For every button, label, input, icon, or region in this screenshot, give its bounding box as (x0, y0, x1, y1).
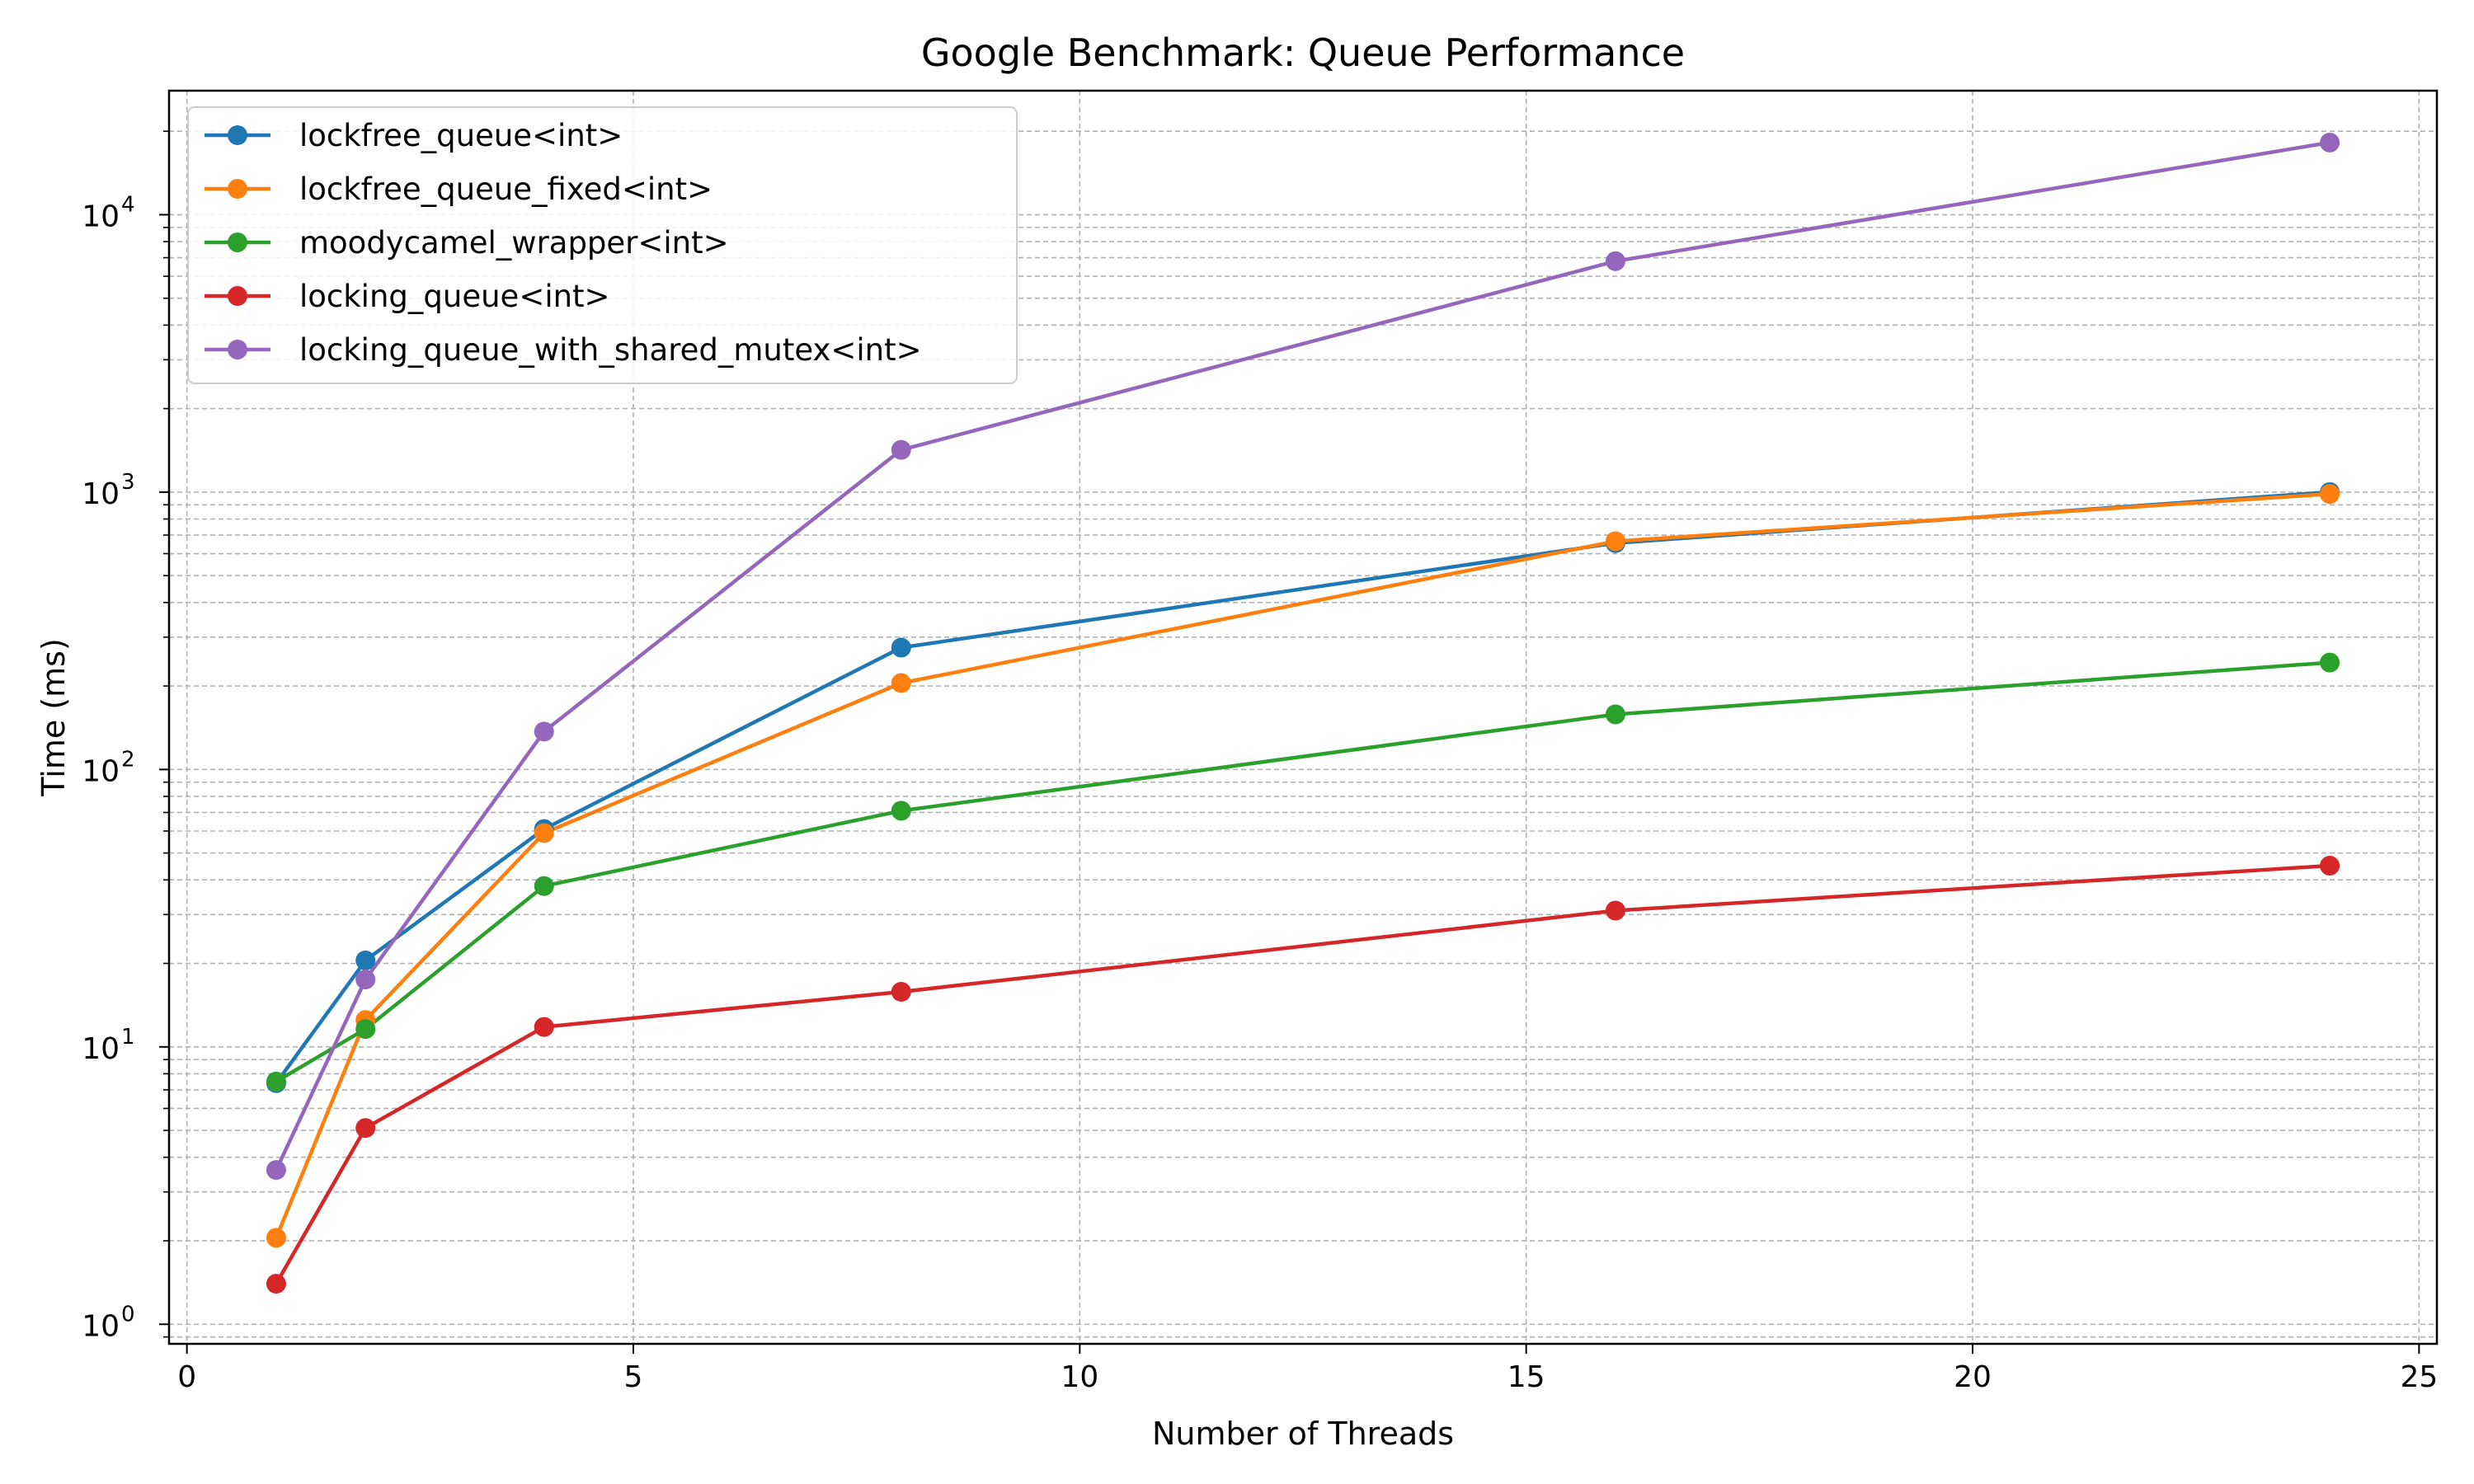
data-point (1605, 900, 1625, 921)
y-tick-label: 10 (82, 1309, 120, 1343)
y-tick-label: 10 (82, 200, 120, 233)
legend-label: locking_queue<int> (299, 279, 610, 314)
y-tick-label: 10 (82, 1032, 120, 1066)
data-point (891, 981, 911, 1002)
data-point (1605, 704, 1625, 725)
y-tick-label: 10 (82, 477, 120, 511)
x-tick-label: 20 (1954, 1360, 1992, 1394)
series-line (275, 490, 2331, 1085)
data-point (534, 876, 554, 896)
data-point (2320, 484, 2340, 505)
data-point (891, 673, 911, 693)
data-point (2320, 652, 2340, 673)
y-tick-label-exponent: 3 (121, 470, 135, 495)
x-tick-label: 5 (624, 1360, 643, 1394)
legend-box (187, 106, 1018, 384)
y-tick-label-exponent: 4 (121, 192, 135, 217)
series-line (274, 140, 2331, 1172)
data-point (534, 1017, 554, 1037)
data-point (1605, 251, 1625, 271)
legend-label: moodycamel_wrapper<int> (299, 225, 729, 261)
grid-lines (169, 91, 2437, 1344)
legend-marker (228, 179, 247, 199)
series-line (274, 491, 2331, 1239)
x-tick-label: 25 (2400, 1360, 2438, 1394)
data-point (891, 637, 911, 658)
data-point (2320, 132, 2340, 153)
legend-marker (228, 340, 247, 359)
y-tick-label-exponent: 0 (121, 1302, 135, 1327)
chart-title: Google Benchmark: Queue Performance (921, 31, 1685, 75)
series-line (274, 863, 2331, 1285)
data-point (266, 1228, 286, 1248)
legend-label: lockfree_queue<int> (299, 118, 623, 153)
series-lines (274, 140, 2331, 1285)
series-markers (266, 132, 2340, 1294)
data-point (355, 950, 376, 970)
data-point (266, 1160, 286, 1181)
legend-label: locking_queue_with_shared_mutex<int> (299, 332, 922, 368)
x-axis-label: Number of Threads (1152, 1416, 1454, 1452)
data-point (266, 1071, 286, 1092)
y-tick-label-exponent: 1 (121, 1025, 135, 1050)
data-point (355, 1019, 376, 1040)
legend-marker (228, 232, 247, 252)
y-axis-label: Time (ms) (35, 638, 72, 797)
data-point (355, 970, 376, 990)
plot-frame (167, 89, 2439, 1345)
data-point (1605, 531, 1625, 552)
legend-label: lockfree_queue_fixed<int> (299, 171, 713, 207)
x-tick-label: 0 (177, 1360, 196, 1394)
y-tick-label-exponent: 2 (121, 747, 135, 772)
data-point (891, 801, 911, 821)
legend-marker (228, 286, 247, 306)
data-point (2320, 856, 2340, 876)
data-point (534, 823, 554, 843)
x-tick-label: 15 (1507, 1360, 1545, 1394)
series-line (275, 660, 2331, 1083)
data-point (534, 721, 554, 742)
legend-marker (228, 125, 247, 145)
data-point (266, 1274, 286, 1294)
x-tick-label: 10 (1061, 1360, 1098, 1394)
data-point (355, 1118, 376, 1139)
x-axis-ticks: 0 5 10 15 20 25 (177, 1344, 2438, 1394)
y-tick-label: 10 (82, 754, 120, 788)
data-point (891, 439, 911, 460)
legend: lockfree_queue<int> lockfree_queue_fixed<… (187, 106, 1018, 384)
